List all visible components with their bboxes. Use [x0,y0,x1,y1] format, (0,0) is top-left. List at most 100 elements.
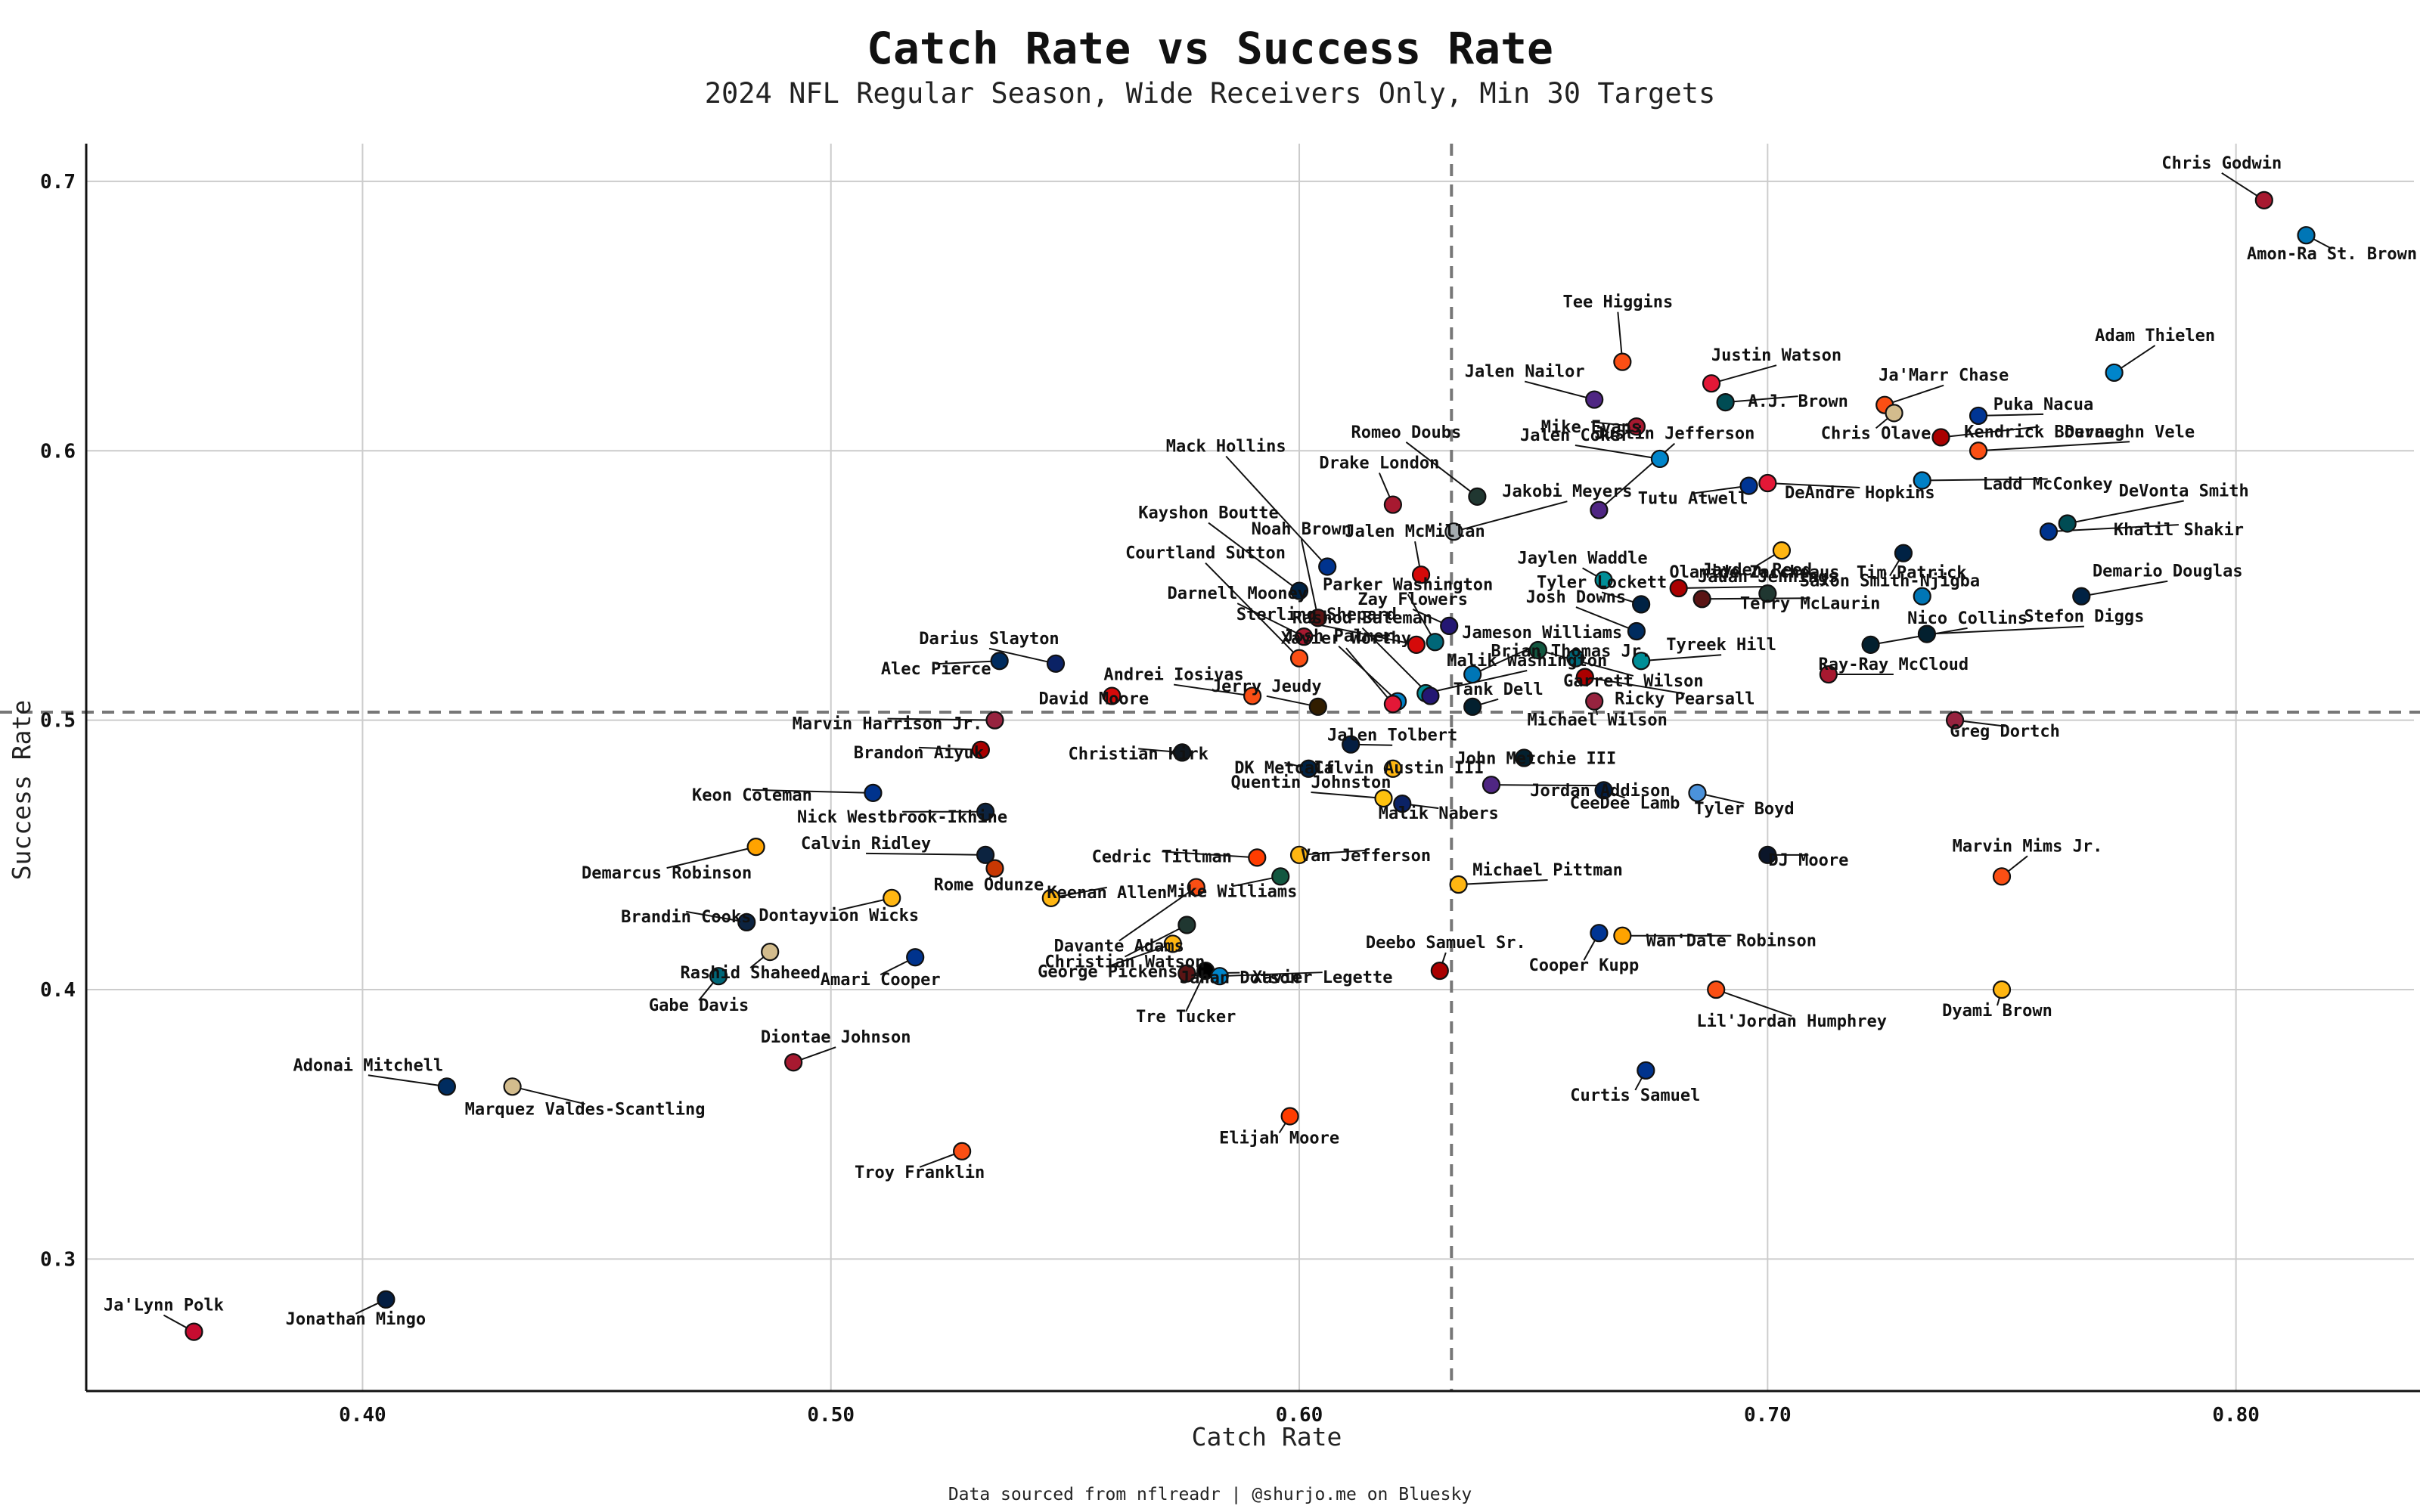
label-chris-godwin: Chris Godwin [2161,154,2282,173]
label-darius-slayton: Darius Slayton [919,630,1059,649]
label-curtis-samuel: Curtis Samuel [1570,1086,1700,1105]
point-devaughn-vele [1969,442,1988,460]
point-tee-higgins [1613,352,1632,371]
point-amari-cooper [906,948,925,967]
label-jayden-reed: Jayden Reed [1702,561,1812,580]
point-ricky-pearsall [1575,668,1594,686]
leader-line-justin-watson [1711,364,1777,385]
leader-line-a-j-brown [1725,395,1798,404]
label-ray-ray-mccloud: Ray-Ray McCloud [1819,655,1969,674]
leader-line-darnell-mooney [1236,603,1305,638]
axes: 0.40 0.50 0.60 0.70 0.80 0.3 0.4 0.5 0.6 0.7 [40,144,2420,1427]
point-ceedee-lamb [1594,781,1613,800]
label-khalil-shakir: Khalil Shakir [2114,521,2244,540]
label-cooper-kupp: Cooper Kupp [1529,956,1640,975]
point-rashod-bateman [1421,686,1440,705]
leader-line-mack-hollins [1225,455,1328,568]
label-justin-jefferson: Justin Jefferson [1594,425,1754,444]
x-tick-label: 0.60 [1276,1404,1323,1427]
point-jahan-dotson [1177,964,1196,983]
point-elijah-moore [1280,1107,1299,1126]
x-axis-label: Catch Rate [1192,1422,1342,1452]
point-christian-watson [1177,916,1196,934]
point-adam-thielen [2105,363,2124,383]
point-marvin-mims-jr [1992,867,2012,886]
point-cedric-tillman [1248,848,1267,867]
label-jauan-jennings: Jauan Jennings [1698,568,1838,587]
label-george-pickens: George Pickens [1038,962,1177,981]
leader-line-jauan-jennings [1678,586,1768,590]
label-amari-cooper: Amari Cooper [821,971,941,990]
point-ladd-mcconkey [1913,471,1931,490]
point-tyreek-hill [1632,652,1651,671]
point-calvin-ridley [976,845,995,864]
leader-line-ricky-pearsall [1584,676,1685,695]
label-marvin-harrison-jr: Marvin Harrison Jr. [793,715,983,734]
point-alec-pierce [990,652,1009,671]
point-justin-watson [1702,374,1721,393]
point-olamide-zaccheaus [1772,541,1792,560]
point-drake-london [1383,495,1402,514]
label-brian-thomas-jr: Brian Thomas Jr. [1491,643,1651,662]
label-jalen-mcmillan: Jalen McMillan [1345,522,1485,541]
label-jaylen-waddle: Jaylen Waddle [1517,549,1647,568]
label-cedric-tillman: Cedric Tillman [1092,847,1232,866]
point-lil-jordan-humphrey [1707,980,1726,999]
point-jalen-coker [1650,449,1670,469]
label-parker-washington: Parker Washington [1323,575,1493,594]
point-diontae-johnson [784,1053,803,1072]
point-nico-collins [1861,635,1880,654]
y-tick-label: 0.5 [40,710,76,733]
point-devonta-smith [2058,514,2077,533]
leader-line-devaughn-vele [1978,441,2130,452]
y-tick-label: 0.7 [40,171,76,194]
point-davante-adams [1187,878,1205,897]
label-mack-hollins: Mack Hollins [1166,438,1286,457]
leader-line-stefon-diggs [1926,625,2084,635]
point-rome-odunze [985,859,1004,878]
label-courtland-sutton: Courtland Sutton [1125,544,1286,563]
point-andrei-iosivas [1243,686,1262,705]
leader-line-ladd-mcconkey [1922,478,2048,482]
chart-title: Catch Rate vs Success Rate [867,23,1553,74]
point-noah-brown [1308,609,1327,627]
label-chris-olave: Chris Olave [1821,424,1931,443]
label-josh-palmer: Josh Palmer [1283,627,1394,646]
label-dk-metcalf: DK Metcalf [1234,759,1334,778]
label-garrett-wilson: Garrett Wilson [1563,672,1703,691]
leader-line-christian-watson [1124,924,1187,958]
point-darnell-mooney [1295,627,1314,646]
point-demario-douglas [2072,587,2091,606]
label-saxon-smith-njigba: Saxon Smith-Njigba [1800,572,1980,591]
label-marquez-valdes-scantling: Marquez Valdes-Scantling [465,1100,706,1119]
label-xavier-worthy: Xavier Worthy [1281,629,1411,648]
leader-line-calvin-ridley [866,852,986,856]
label-terry-mclaurin: Terry McLaurin [1740,594,1880,613]
leader-line-jakobi-meyers [1454,500,1568,533]
label-greg-dortch: Greg Dortch [1950,723,2060,742]
point-tyler-boyd [1688,783,1707,802]
label-rashod-bateman: Rashod Bateman [1292,609,1432,628]
label-romeo-doubs: Romeo Doubs [1351,423,1462,442]
label-jalen-coker: Jalen Coker [1520,426,1630,445]
point-dontayvion-wicks [883,888,901,907]
y-tick-label: 0.6 [40,440,76,463]
leader-line-george-pickens [1107,943,1174,968]
y-tick-label: 0.4 [40,979,76,1002]
label-john-metchie-iii: John Metchie III [1456,750,1616,769]
leader-line-lil-jordan-humphrey [1715,989,1792,1017]
label-wan-dale-robinson: Wan'Dale Robinson [1646,932,1817,951]
point-michael-wilson [1585,692,1604,711]
point-wan-dale-robinson [1613,926,1632,945]
point-mike-williams [1271,867,1290,886]
x-tick-label: 0.40 [339,1404,386,1427]
x-tick-label: 0.50 [807,1404,855,1427]
point-stefon-diggs [1917,624,1937,643]
point-jakobi-meyers [1444,522,1463,541]
point-xavier-legette [1210,967,1229,986]
point-gabe-davis [709,967,728,986]
label-elijah-moore: Elijah Moore [1219,1129,1339,1148]
label-devaughn-vele: Devaughn Vele [2065,423,2195,442]
point-labels: Chris Godwin Amon-Ra St. Brown Adam Thiele… [104,154,2417,1329]
chart-caption: Data sourced from nflreadr | @shurjo.me … [948,1485,1472,1504]
